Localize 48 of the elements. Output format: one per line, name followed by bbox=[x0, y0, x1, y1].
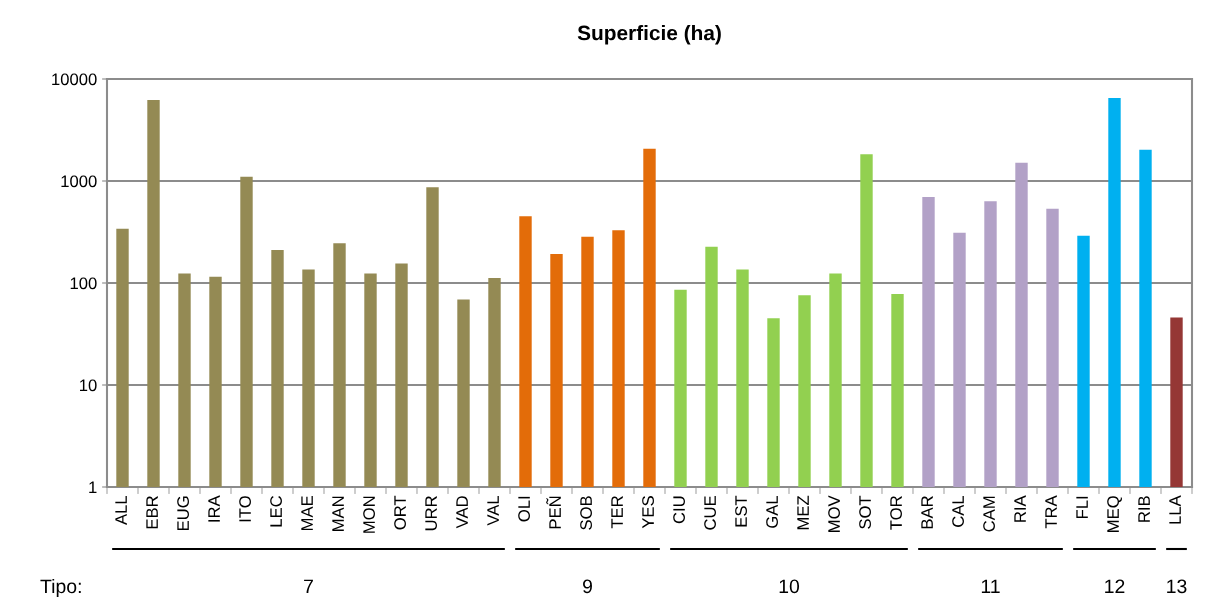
x-tick-label: MAN bbox=[332, 496, 344, 531]
x-tick-label: MAE bbox=[301, 496, 313, 531]
chart-title: Superficie (ha) bbox=[577, 25, 721, 45]
x-tick-label: YES bbox=[642, 496, 654, 529]
x-tick-label: CIU bbox=[673, 496, 685, 524]
text: Tipo: bbox=[40, 578, 81, 598]
y-tick-label: 10000 bbox=[52, 73, 97, 86]
x-tick-label: MOV bbox=[828, 495, 840, 532]
x-tick-label: TRA bbox=[1045, 495, 1057, 529]
x-tick-label: FLI bbox=[1076, 496, 1088, 519]
x-tick-label: LEC bbox=[270, 495, 282, 527]
y-tick-label: 100 bbox=[70, 277, 97, 290]
x-tick-label: TOR bbox=[890, 496, 902, 530]
x-tick-label: RIB bbox=[1138, 496, 1150, 522]
x-tick-label: ITO bbox=[239, 496, 251, 522]
y-tick-label: 1000 bbox=[61, 175, 97, 188]
x-tick-label: URR bbox=[425, 496, 437, 531]
text: 7 bbox=[304, 579, 313, 594]
x-tick-label: MON bbox=[363, 496, 375, 533]
x-tick-label: MEQ bbox=[1107, 496, 1122, 532]
x-tick-label: LLA bbox=[1169, 495, 1181, 524]
x-tick-label: PEÑ bbox=[546, 496, 561, 529]
x-tick-label: EST bbox=[735, 495, 747, 527]
x-tick-label: IRA bbox=[208, 495, 220, 522]
x-tick-label: CAM bbox=[983, 496, 995, 532]
y-tick-label: 1 bbox=[89, 481, 97, 494]
x-tick-label: MEZ bbox=[797, 495, 809, 530]
x-tick-label: OLI bbox=[518, 496, 530, 522]
x-tick-label: RIA bbox=[1014, 495, 1026, 522]
x-tick-label: SOB bbox=[580, 496, 592, 530]
x-tick-label: ORT bbox=[394, 495, 406, 530]
y-tick-label: 10 bbox=[80, 379, 97, 392]
x-tick-label: EUG bbox=[177, 496, 189, 531]
x-tick-label: GAL bbox=[766, 495, 778, 528]
x-tick-label: ALL bbox=[115, 495, 127, 525]
text: 10 bbox=[779, 579, 800, 594]
text: 12 bbox=[1105, 579, 1125, 594]
x-tick-label: VAL bbox=[487, 495, 499, 526]
x-tick-label: BAR bbox=[921, 496, 933, 529]
x-tick-label: CAL bbox=[952, 495, 964, 527]
x-tick-label: EBR bbox=[146, 496, 158, 529]
x-tick-label: SOT bbox=[859, 495, 871, 529]
text: 13 bbox=[1167, 579, 1187, 594]
x-tick-label: VAD bbox=[456, 496, 468, 529]
text: 9 bbox=[583, 579, 592, 594]
x-tick-label: TER bbox=[611, 496, 623, 529]
text: 11 bbox=[981, 579, 1000, 594]
x-tick-label: CUE bbox=[704, 496, 716, 530]
